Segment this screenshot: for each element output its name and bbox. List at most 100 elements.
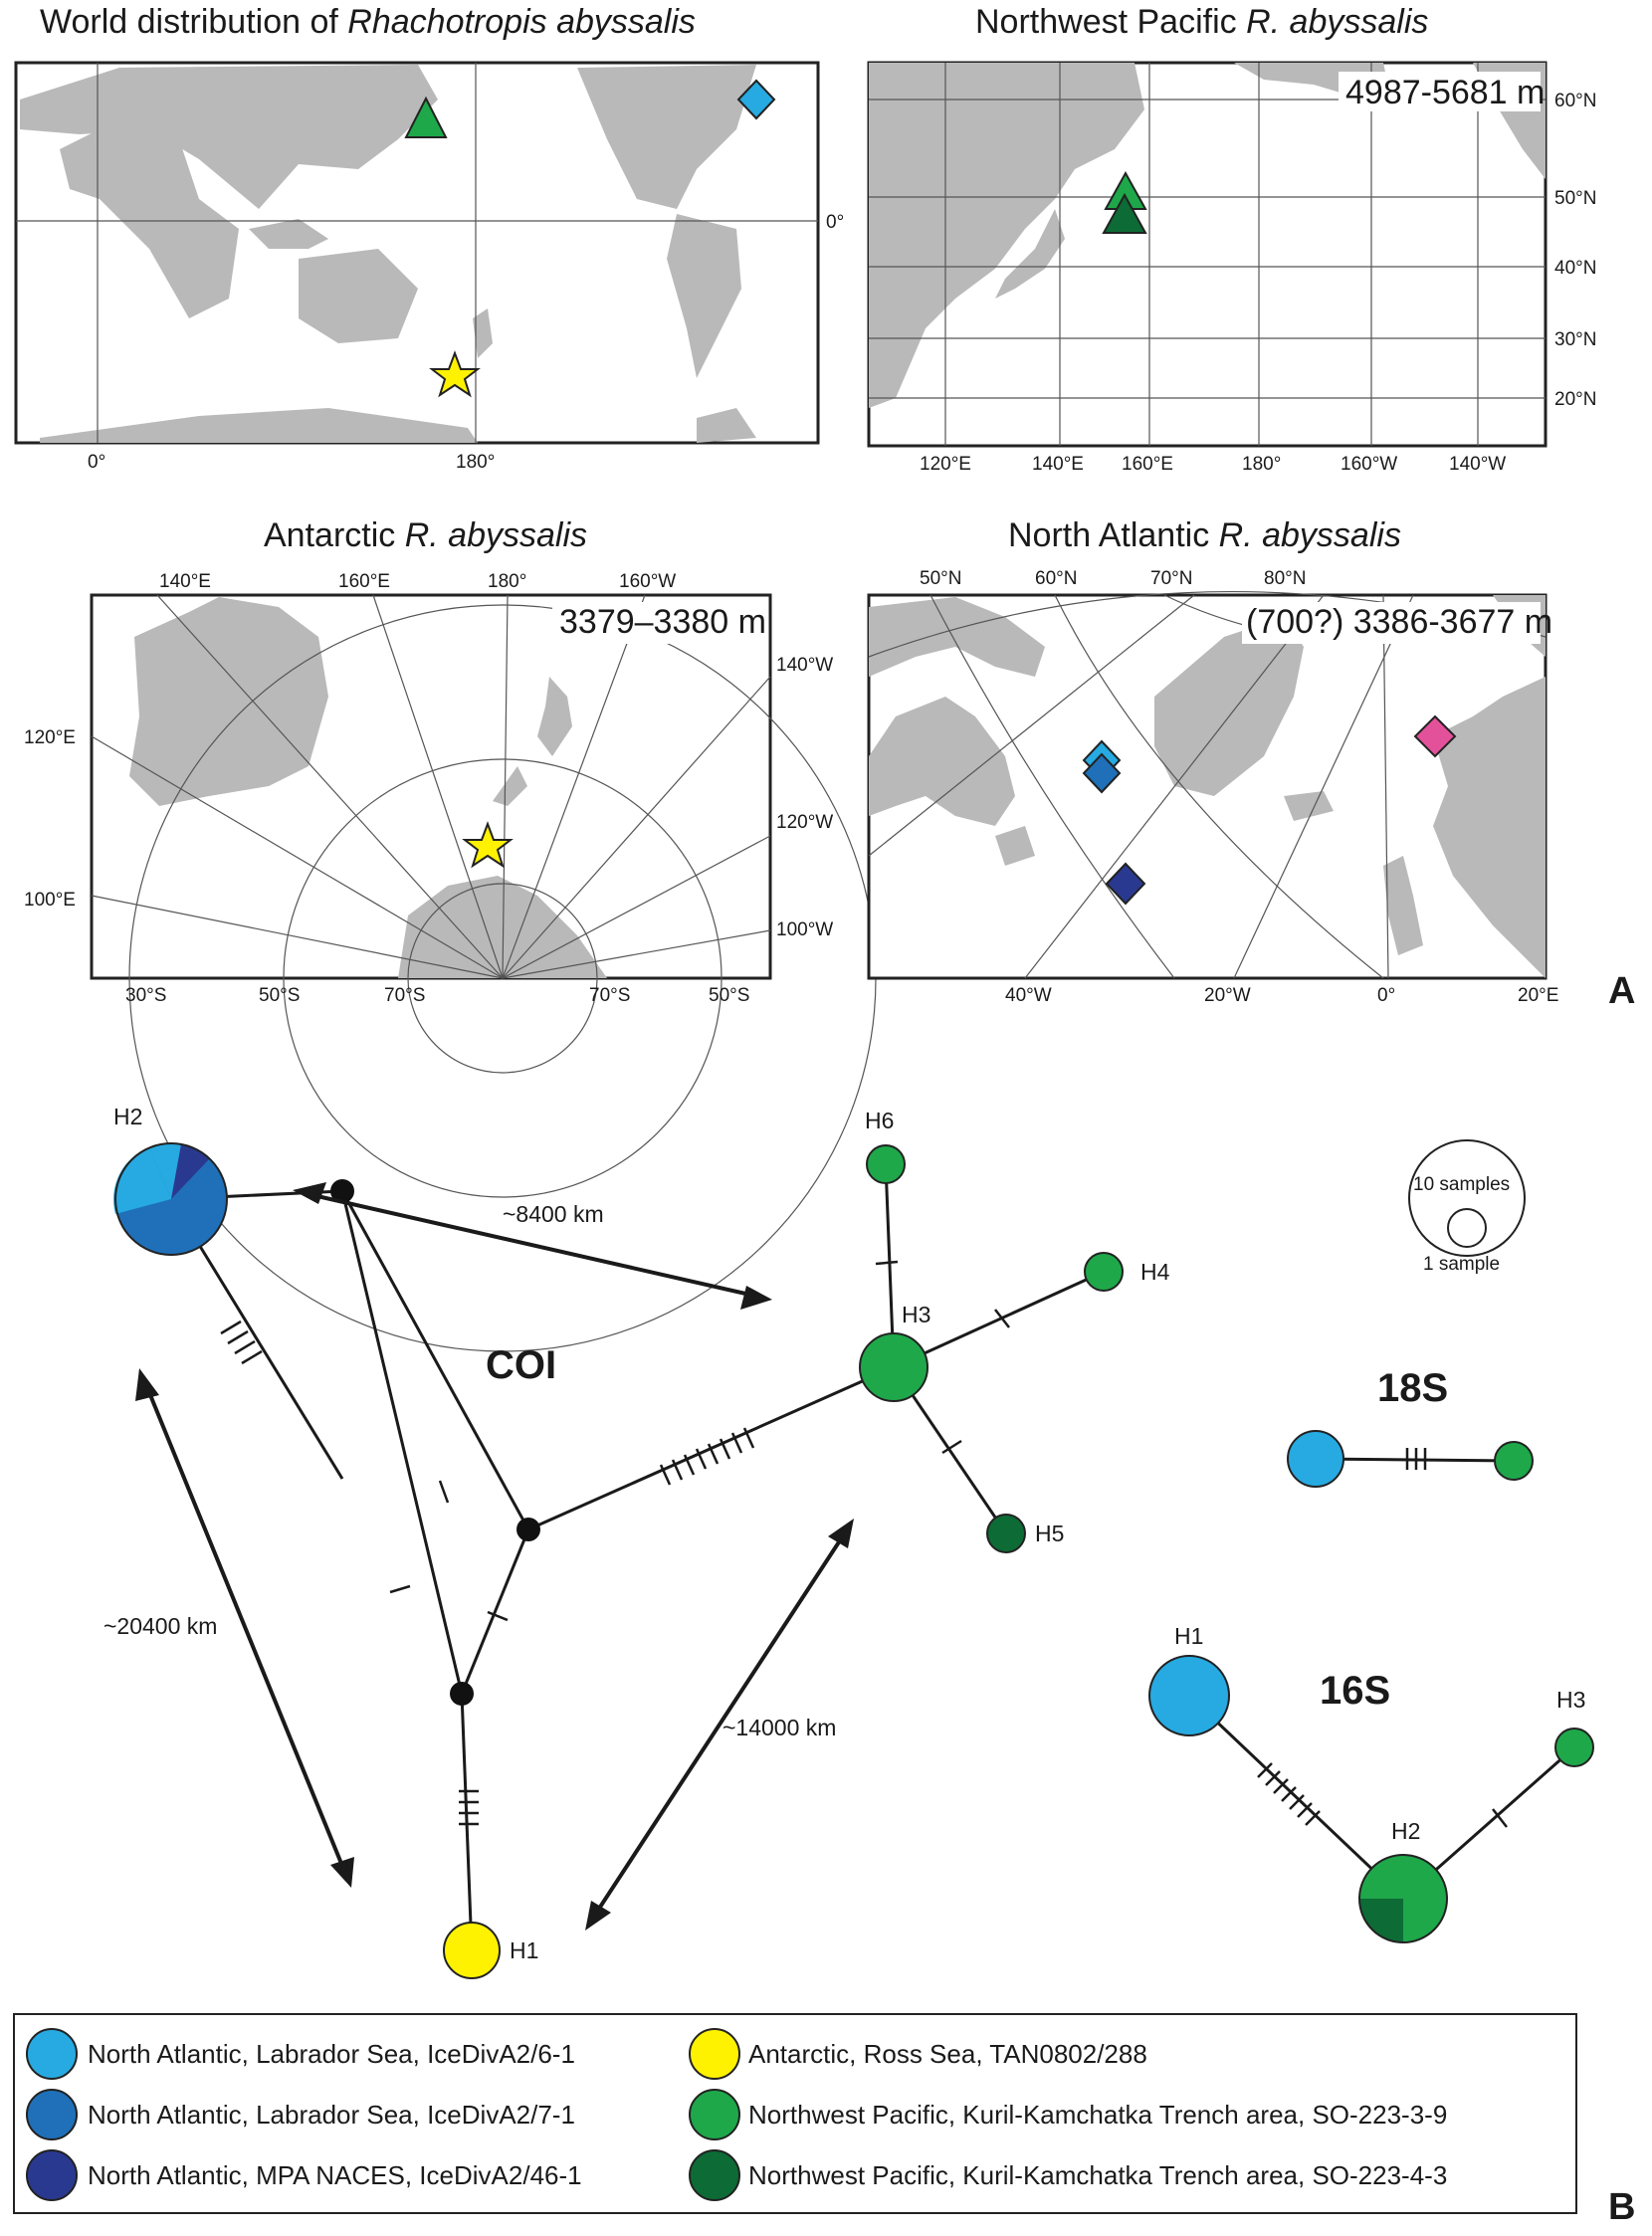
marker-nw-pacific-triangle [404, 96, 448, 138]
svg-text:Antarctic, Ross Sea, TAN0802/2: Antarctic, Ross Sea, TAN0802/288 [748, 2039, 1147, 2069]
panel-a-letter: A [1608, 970, 1635, 1012]
marker-so223-4-3-triangle [1102, 192, 1147, 234]
nw-lat-label: 30°N [1554, 329, 1596, 350]
north-atlantic-lon-label: 20°E [1518, 985, 1558, 1006]
distance-label-8400: ~8400 km [503, 1201, 604, 1227]
median-vector-node [330, 1179, 354, 1203]
antarctic-lon-label: 100°E [24, 890, 76, 911]
north-atlantic-title: North Atlantic R. abyssalis [1008, 516, 1401, 554]
haplotype-label: H2 [1391, 1818, 1420, 1844]
antarctic-lon-label: 140°E [159, 571, 211, 592]
haplotype-h2-coi [113, 1142, 228, 1256]
antarctic-lat-label: 70°S [589, 985, 630, 1006]
legend-item: Northwest Pacific, Kuril-Kamchatka Trenc… [689, 2149, 1447, 2201]
nw-pacific-title: Northwest Pacific R. abyssalis [975, 3, 1428, 41]
nw-pacific-depth: 4987-5681 m [1345, 74, 1545, 111]
nw-lat-label: 20°N [1554, 389, 1596, 410]
world-land [20, 65, 756, 443]
nw-lon-label: 140°W [1449, 454, 1506, 475]
svg-text:North Atlantic, Labrador Sea,: North Atlantic, Labrador Sea, IceDivA2/6… [88, 2039, 575, 2069]
nw-lon-label: 160°W [1341, 454, 1397, 475]
sample-size-legend: 10 samples 1 sample [1408, 1139, 1526, 1275]
s18-network: 18S [1287, 1366, 1534, 1488]
legend-item: North Atlantic, MPA NACES, IceDivA2/46-1 [26, 2149, 582, 2201]
svg-text:North Atlantic, MPA NACES, Ice: North Atlantic, MPA NACES, IceDivA2/46-1 [88, 2160, 582, 2190]
antarctic-map: Antarctic R. abyssalis 3379–3380 m 140°E… [24, 516, 877, 1352]
marker-icediv-7-1-diamond [1082, 752, 1122, 794]
distance-label-20400: ~20400 km [103, 1613, 217, 1639]
antarctic-land [129, 597, 607, 978]
svg-text:Northwest Pacific, Kuril-Kamch: Northwest Pacific, Kuril-Kamchatka Trenc… [748, 2100, 1447, 2130]
haplotype-label: H1 [1174, 1623, 1203, 1649]
coi-network: H2 H1 H3 H4 H5 H6 COI [113, 1104, 1170, 1979]
size-legend-large: 10 samples [1413, 1174, 1510, 1195]
marker-pink-diamond [1413, 714, 1457, 758]
haplotype-label: H4 [1140, 1259, 1170, 1285]
legend-item: North Atlantic, Labrador Sea, IceDivA2/6… [26, 2028, 575, 2080]
haplotype-label: H6 [865, 1108, 894, 1133]
antarctic-lon-label: 180° [488, 571, 526, 592]
marker-labrador-diamond [736, 79, 776, 120]
marker-icediv-46-1-diamond [1105, 862, 1146, 906]
antarctic-lon-label: 100°W [776, 919, 833, 940]
nw-lon-label: 160°E [1122, 454, 1173, 475]
nw-lat-label: 60°N [1554, 91, 1596, 111]
haplotype-label: H5 [1035, 1521, 1064, 1546]
median-vector-node [516, 1518, 540, 1541]
nw-lon-label: 140°E [1032, 454, 1084, 475]
s18-label: 18S [1377, 1366, 1448, 1410]
world-lon-label: 0° [88, 452, 105, 473]
haplotype-h1-16s [1148, 1655, 1230, 1736]
legend-item: North Atlantic, Labrador Sea, IceDivA2/7… [26, 2089, 575, 2140]
haplotype-18s-blue [1287, 1430, 1344, 1488]
antarctic-lon-label: 140°W [776, 655, 833, 676]
distance-arrows: ~8400 km ~20400 km ~14000 km [103, 1182, 854, 1931]
haplotype-h2-16s [1358, 1854, 1448, 1943]
svg-text:North Atlantic, Labrador Sea,: North Atlantic, Labrador Sea, IceDivA2/7… [88, 2100, 575, 2130]
haplotype-label: H2 [113, 1104, 142, 1129]
north-atlantic-lat-label: 80°N [1264, 568, 1306, 589]
north-atlantic-lat-label: 50°N [920, 568, 961, 589]
haplotype-h3-16s [1554, 1728, 1594, 1767]
nw-pacific-map: Northwest Pacific R. abyssalis 4987-5681… [867, 3, 1596, 475]
world-map: World distribution of Rhachotropis abyss… [14, 3, 844, 473]
legend-item: Northwest Pacific, Kuril-Kamchatka Trenc… [689, 2089, 1447, 2140]
distance-label-14000: ~14000 km [723, 1715, 836, 1740]
coi-label: COI [486, 1343, 556, 1387]
svg-text:Northwest Pacific, Kuril-Kamch: Northwest Pacific, Kuril-Kamchatka Trenc… [748, 2160, 1447, 2190]
north-atlantic-lon-label: 40°W [1005, 985, 1052, 1006]
nw-lat-label: 40°N [1554, 258, 1596, 279]
s16-network: H1 H2 H3 16S [1148, 1623, 1594, 1943]
antarctic-lat-label: 30°S [125, 985, 166, 1006]
panel-b-letter: B [1608, 2186, 1635, 2228]
north-atlantic-lat-label: 70°N [1150, 568, 1192, 589]
antarctic-lat-label: 70°S [384, 985, 425, 1006]
haplotype-h1-coi [443, 1922, 501, 1979]
site-legend: North Atlantic, Labrador Sea, IceDivA2/6… [13, 2013, 1577, 2214]
nw-lat-label: 50°N [1554, 188, 1596, 209]
haplotype-h6-coi [866, 1144, 906, 1184]
median-vector-node [450, 1682, 474, 1706]
haplotype-h3-coi [859, 1332, 929, 1402]
antarctic-lon-label: 120°E [24, 727, 76, 748]
world-lon-label: 180° [456, 452, 495, 473]
nw-lon-label: 120°E [920, 454, 971, 475]
size-legend-small: 1 sample [1423, 1254, 1500, 1275]
marker-antarctic-star [429, 350, 481, 398]
haplotype-18s-green [1494, 1441, 1534, 1481]
haplotype-label: H3 [1556, 1687, 1585, 1713]
mutation-ticks [220, 1260, 1010, 1826]
world-map-title: World distribution of Rhachotropis abyss… [40, 3, 696, 41]
antarctic-title: Antarctic R. abyssalis [264, 516, 587, 554]
s16-label: 16S [1320, 1669, 1390, 1713]
north-atlantic-lon-label: 20°W [1204, 985, 1251, 1006]
north-atlantic-lat-label: 60°N [1035, 568, 1077, 589]
haplotype-label: H3 [902, 1302, 930, 1327]
world-lat-label: 0° [826, 212, 844, 233]
haplotype-h5-coi [986, 1514, 1026, 1553]
nw-lon-label: 180° [1242, 454, 1281, 475]
antarctic-depth: 3379–3380 m [559, 603, 766, 641]
north-atlantic-map: North Atlantic R. abyssalis (700?) 3386-… [867, 516, 1558, 1006]
marker-ross-sea-star [462, 821, 514, 869]
